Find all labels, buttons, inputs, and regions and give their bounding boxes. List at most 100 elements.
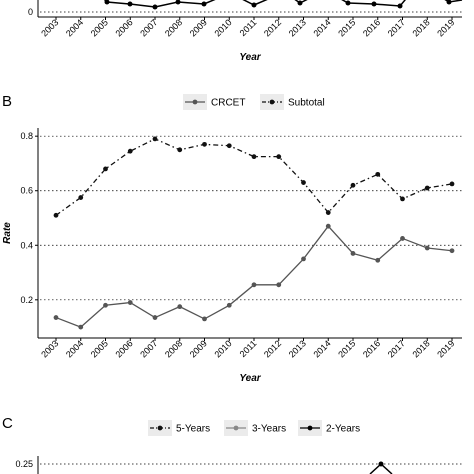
panel-b-point-subtotal — [152, 136, 158, 142]
panel-b-point-subtotal — [276, 154, 282, 160]
panel-a-point — [201, 1, 207, 7]
panel-b-point-subtotal — [449, 181, 455, 187]
panel-a-x-tick-label: 2008 — [163, 17, 184, 38]
panel-c-ytick-label: 0.25 — [15, 459, 33, 469]
panel-a-point — [175, 0, 181, 5]
panel-b-point-subtotal — [375, 171, 381, 177]
panel-b-x-tick-label: 2017 — [386, 338, 407, 359]
panel-b-x-tick-label: 2014 — [311, 338, 332, 359]
panel-b-y-tick-label: 0.4 — [20, 240, 33, 250]
panel-b-point-crcet — [202, 316, 207, 322]
panel-b-x-tick-label: 2004 — [64, 338, 85, 359]
panel-b-point-subtotal — [78, 195, 84, 200]
legend-label-3-years: 3-Years — [252, 424, 286, 435]
legend-marker-2-years — [307, 425, 313, 431]
panel-a-ytick-label: 0 — [28, 7, 33, 17]
panel-b-x-tick-label: 2019 — [435, 338, 456, 359]
panel-b-series-line-crcet — [55, 225, 453, 328]
panel-b-point-crcet — [301, 256, 306, 262]
panel-a-series-line-2 — [242, 0, 268, 6]
panel-a-x-tick-label: 2011 — [238, 17, 259, 38]
panel-b-y-tick-label: 0.6 — [20, 186, 33, 196]
panel-b-x-tick-label: 2010 — [212, 338, 233, 359]
panel-c: C 5-Years 3-Years 2-Years 0.25 — [2, 415, 462, 474]
panel-a-x-tick-label: 2012 — [262, 17, 283, 38]
panel-b-y-tick-label: 0.2 — [20, 295, 33, 305]
panel-b-point-crcet — [350, 251, 356, 256]
panel-a-x-axis-title: Year — [239, 52, 261, 63]
panel-b-x-tick-label: 2012 — [262, 338, 283, 359]
panel-b-point-crcet — [152, 315, 158, 320]
panel-b-point-subtotal — [400, 196, 405, 202]
panel-b-point-crcet — [449, 248, 455, 254]
panel-b-series-line-subtotal — [55, 138, 453, 216]
panel-a-x-tick-label: 2005 — [89, 17, 110, 38]
panel-a-series-line-3 — [294, 0, 308, 4]
panel-a-x-tick-label: 2018 — [410, 17, 431, 38]
panel-b-point-crcet — [424, 245, 430, 251]
panel-b-x-tick-label: 2011 — [238, 338, 259, 359]
panel-b-point-crcet — [226, 302, 232, 308]
panel-a-point — [397, 3, 403, 9]
panel-a-x-tick-label: 2013 — [287, 17, 308, 38]
panel-b-point-crcet — [127, 300, 133, 305]
panel-a-series-line-5 — [444, 0, 463, 3]
panel-b-x-tick-label: 2018 — [410, 338, 431, 359]
panel-b-x-tick-label: 2005 — [89, 338, 110, 359]
panel-a-x-tick-label: 2016 — [361, 17, 382, 38]
legend-label-5-years: 5-Years — [176, 424, 210, 435]
panel-b-x-tick-label: 2009 — [188, 338, 209, 359]
legend-marker-subtotal — [269, 99, 275, 105]
panel-b-point-subtotal — [53, 212, 59, 218]
panel-b-point-crcet — [251, 282, 257, 288]
panel-a-point — [104, 0, 110, 5]
panel-b-x-tick-label: 2015 — [336, 338, 357, 359]
panel-a-point — [152, 4, 158, 10]
panel-b-point-crcet — [103, 302, 108, 308]
panel-b-legend: CRCET Subtotal — [183, 94, 325, 110]
legend-marker-crcet — [192, 99, 198, 105]
panel-b-letter: B — [2, 93, 12, 110]
panel-b-point-subtotal — [226, 143, 232, 149]
panel-a-point — [251, 2, 257, 8]
panel-a-x-tick-label: 2004 — [64, 17, 85, 38]
panel-a-x-tick-label: 2009 — [188, 17, 209, 38]
panel-b-point-subtotal — [202, 141, 207, 147]
panel-c-point — [378, 461, 384, 467]
panel-c-letter: C — [2, 415, 13, 432]
panel-b-point-crcet — [375, 257, 381, 263]
panel-b-point-subtotal — [325, 210, 331, 215]
panel-b-point-crcet — [53, 315, 59, 320]
panel-b-point-crcet — [177, 304, 183, 310]
panel-b-point-subtotal — [350, 182, 356, 188]
panel-b-point-subtotal — [103, 166, 108, 172]
panel-a-x-tick-label: 2017 — [386, 17, 407, 38]
legend-label-subtotal: Subtotal — [288, 98, 325, 109]
panel-a-x-tick-label: 2007 — [138, 17, 159, 38]
panel-a-point — [297, 0, 303, 6]
panel-b-point-crcet — [276, 282, 282, 288]
panel-b-x-tick-label: 2013 — [287, 338, 308, 359]
panel-b-point-subtotal — [177, 147, 183, 153]
panel-b-y-axis-title: Rate — [2, 222, 13, 244]
panel-b-point-crcet — [78, 324, 84, 330]
legend-marker-3-years — [233, 425, 239, 431]
panel-a-x-tick-label: 2003 — [39, 17, 60, 38]
panel-a-x-tick-label: 2010 — [212, 17, 233, 38]
panel-a-point — [127, 1, 133, 7]
panel-b-x-tick-label: 2006 — [113, 338, 134, 359]
panel-a-point — [345, 0, 351, 6]
panel-b-x-tick-label: 2016 — [361, 338, 382, 359]
panel-b-point-subtotal — [424, 185, 430, 191]
panel-b-x-axis-title: Year — [239, 373, 261, 384]
panel-b-x-tick-label: 2008 — [163, 338, 184, 359]
legend-marker-5-years — [157, 425, 163, 431]
panel-b-point-crcet — [400, 236, 405, 241]
panel-a: 0 2003 2004 2005 2006 2007 2008 2009 2010 2011 20… — [28, 0, 463, 63]
panel-a-x-tick-label: 2014 — [311, 17, 332, 38]
panel-c-legend: 5-Years 3-Years 2-Years — [148, 420, 360, 436]
panel-a-series-line — [103, 0, 216, 8]
panel-a-x-tick-label: 2006 — [113, 17, 134, 38]
panel-a-x-tick-label: 2015 — [336, 17, 357, 38]
